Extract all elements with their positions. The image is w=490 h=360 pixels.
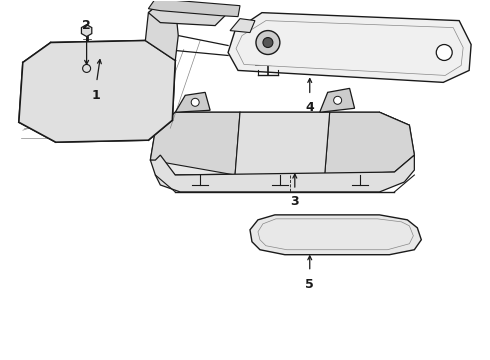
Circle shape	[436, 45, 452, 60]
Polygon shape	[325, 112, 415, 175]
Polygon shape	[236, 21, 463, 75]
Polygon shape	[150, 112, 240, 175]
Polygon shape	[235, 112, 330, 175]
Text: 1: 1	[91, 89, 100, 102]
Polygon shape	[258, 219, 414, 250]
Polygon shape	[146, 3, 178, 60]
Polygon shape	[228, 13, 471, 82]
Polygon shape	[81, 24, 92, 37]
Polygon shape	[150, 155, 415, 192]
Text: 4: 4	[305, 101, 314, 114]
Polygon shape	[150, 112, 415, 175]
Text: 5: 5	[305, 278, 314, 291]
Circle shape	[263, 37, 273, 48]
Circle shape	[334, 96, 342, 104]
Polygon shape	[148, 0, 240, 17]
Polygon shape	[19, 41, 175, 142]
Text: 3: 3	[291, 195, 299, 208]
Text: 2: 2	[82, 19, 91, 32]
Polygon shape	[148, 3, 225, 26]
Circle shape	[191, 98, 199, 106]
Polygon shape	[230, 19, 255, 32]
Circle shape	[256, 31, 280, 54]
Polygon shape	[319, 88, 355, 112]
Polygon shape	[250, 215, 421, 255]
Polygon shape	[175, 92, 210, 112]
